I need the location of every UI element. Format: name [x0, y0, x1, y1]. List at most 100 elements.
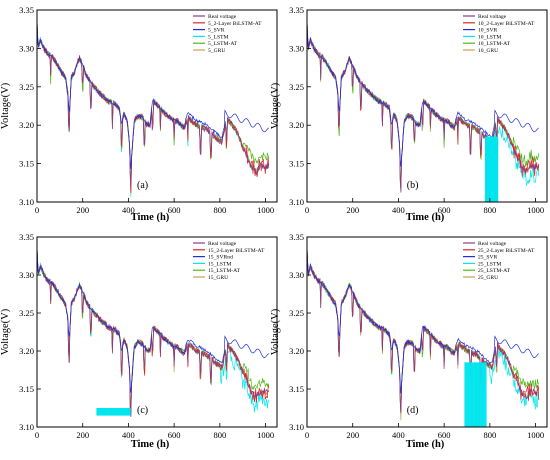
y-tick-label: 3.15 [289, 384, 304, 394]
y-tick-label: 3.15 [19, 384, 34, 394]
legend-entry: 25_SVR [478, 255, 498, 261]
y-axis-label: Voltage(V) [270, 82, 281, 129]
x-tick-label: 600 [438, 430, 451, 440]
x-tick-label: 200 [346, 205, 359, 215]
legend-entry: 10_LSTM-AT [478, 41, 511, 47]
x-tick-label: 800 [483, 205, 496, 215]
x-tick-label: 400 [392, 430, 405, 440]
legend-entry: 25_LSTM-AT [478, 268, 511, 274]
legend-entry: 25_LSTM [478, 261, 501, 267]
legend-entry: 10_LSTM [478, 34, 501, 40]
chart-panel-2: 0 200 400 600 800 1000 3.10 3.15 3.20 3.25 3.30 3.3… [270, 5, 548, 223]
series-group [37, 246, 270, 417]
plot-frame [306, 236, 548, 428]
legend-entry: 10_2-Layer BiLSTM-AT [478, 21, 535, 27]
x-tick-label: 1000 [527, 205, 544, 215]
x-tick-label: 1000 [257, 205, 274, 215]
y-tick-label: 3.10 [19, 197, 34, 207]
chart-panel-4: 0 200 400 600 800 1000 3.10 3.15 3.20 3.25 3.30 3.3… [270, 232, 548, 450]
x-tick-label: 600 [168, 430, 181, 440]
y-tick-label: 3.10 [289, 197, 304, 207]
series-group [307, 19, 540, 202]
x-tick-label: 400 [392, 205, 405, 215]
x-tick-label: 800 [483, 430, 496, 440]
y-tick-label: 3.30 [19, 270, 34, 280]
plot-frame [36, 9, 278, 203]
legend-entry: 15_SVRnd [208, 255, 233, 261]
series-line-5-svr [37, 20, 270, 169]
y-tick-label: 3.35 [19, 232, 34, 242]
chart-panel-3: 0 200 400 600 800 1000 3.10 3.15 3.20 3.25 3.30 3.3… [0, 232, 278, 450]
y-axis-label: Voltage(V) [270, 308, 281, 355]
legend-entry: 25_GRU [478, 275, 498, 281]
x-axis-label: Time (h) [131, 439, 170, 450]
x-tick-label: 800 [213, 205, 226, 215]
legend-entry: 5_GRU [208, 48, 225, 54]
panel-label: (c) [137, 405, 148, 416]
x-tick-label: 1000 [527, 430, 544, 440]
y-tick-label: 3.35 [289, 5, 304, 15]
y-tick-label: 3.25 [289, 82, 304, 92]
series-line-10-svr [307, 21, 540, 167]
y-axis-label: Voltage(V) [0, 308, 11, 355]
y-tick-label: 3.30 [289, 270, 304, 280]
y-tick-label: 3.15 [289, 159, 304, 169]
x-tick-label: 200 [76, 430, 89, 440]
legend-entry: Real voltage [478, 14, 507, 20]
x-tick-label: 200 [346, 430, 359, 440]
x-tick-label: 0 [35, 430, 39, 440]
panel-label: (d) [407, 405, 419, 416]
y-tick-label: 3.20 [19, 120, 34, 130]
y-axis-label: Voltage(V) [0, 82, 11, 129]
legend-entry: 10_SVR [478, 28, 498, 34]
x-axis-label: Time (h) [406, 212, 445, 223]
y-tick-label: 3.30 [19, 43, 34, 53]
legend-entry: 5_SVR [208, 28, 225, 34]
legend-entry: 15_2-Layer BiLSTM-AT [208, 248, 265, 254]
x-tick-label: 200 [76, 205, 89, 215]
x-axis-label: Time (h) [406, 439, 445, 450]
x-tick-label: 0 [35, 205, 39, 215]
y-tick-label: 3.20 [19, 346, 34, 356]
y-tick-label: 3.15 [19, 159, 34, 169]
y-tick-label: 3.10 [289, 422, 304, 432]
legend-entry: 15_LSTM [208, 261, 231, 267]
y-tick-label: 3.25 [19, 82, 34, 92]
legend-entry: 5_LSTM [208, 34, 229, 40]
x-tick-label: 1000 [257, 430, 274, 440]
x-tick-label: 600 [438, 205, 451, 215]
legend-entry: Real voltage [208, 241, 237, 247]
series-group [37, 19, 270, 197]
legend-entry: 25_2-Layer BiLSTM-AT [478, 248, 535, 254]
y-tick-label: 3.35 [19, 5, 34, 15]
legend-entry: 5_LSTM-AT [208, 41, 238, 47]
panel-label: (b) [407, 180, 419, 191]
legend-entry: 15_LSTM-AT [208, 268, 241, 274]
legend-entry: Real voltage [208, 14, 237, 20]
series-line-25-svr [307, 249, 539, 394]
x-tick-label: 600 [168, 205, 181, 215]
legend-entry: 5_2-Layer BiLSTM-AT [208, 21, 262, 27]
panel-label: (a) [137, 180, 148, 191]
x-tick-label: 400 [122, 430, 135, 440]
legend-entry: 10_GRU [478, 48, 498, 54]
plot-frame [306, 9, 548, 203]
y-tick-label: 3.20 [289, 346, 304, 356]
x-tick-label: 0 [305, 430, 309, 440]
chart-panel-1: 0 200 400 600 800 1000 3.10 3.15 3.20 3.25 3.30 3.3… [0, 5, 278, 223]
series-line-15-svrnd [37, 248, 269, 393]
legend-entry: 15_GRU [208, 275, 228, 281]
y-tick-label: 3.30 [289, 43, 304, 53]
legend-entry: Real voltage [478, 241, 507, 247]
x-tick-label: 800 [213, 430, 226, 440]
series-group [307, 245, 540, 427]
y-tick-label: 3.25 [289, 308, 304, 318]
lstm-artifact [96, 408, 131, 416]
y-tick-label: 3.20 [289, 120, 304, 130]
x-axis-label: Time (h) [131, 212, 170, 223]
